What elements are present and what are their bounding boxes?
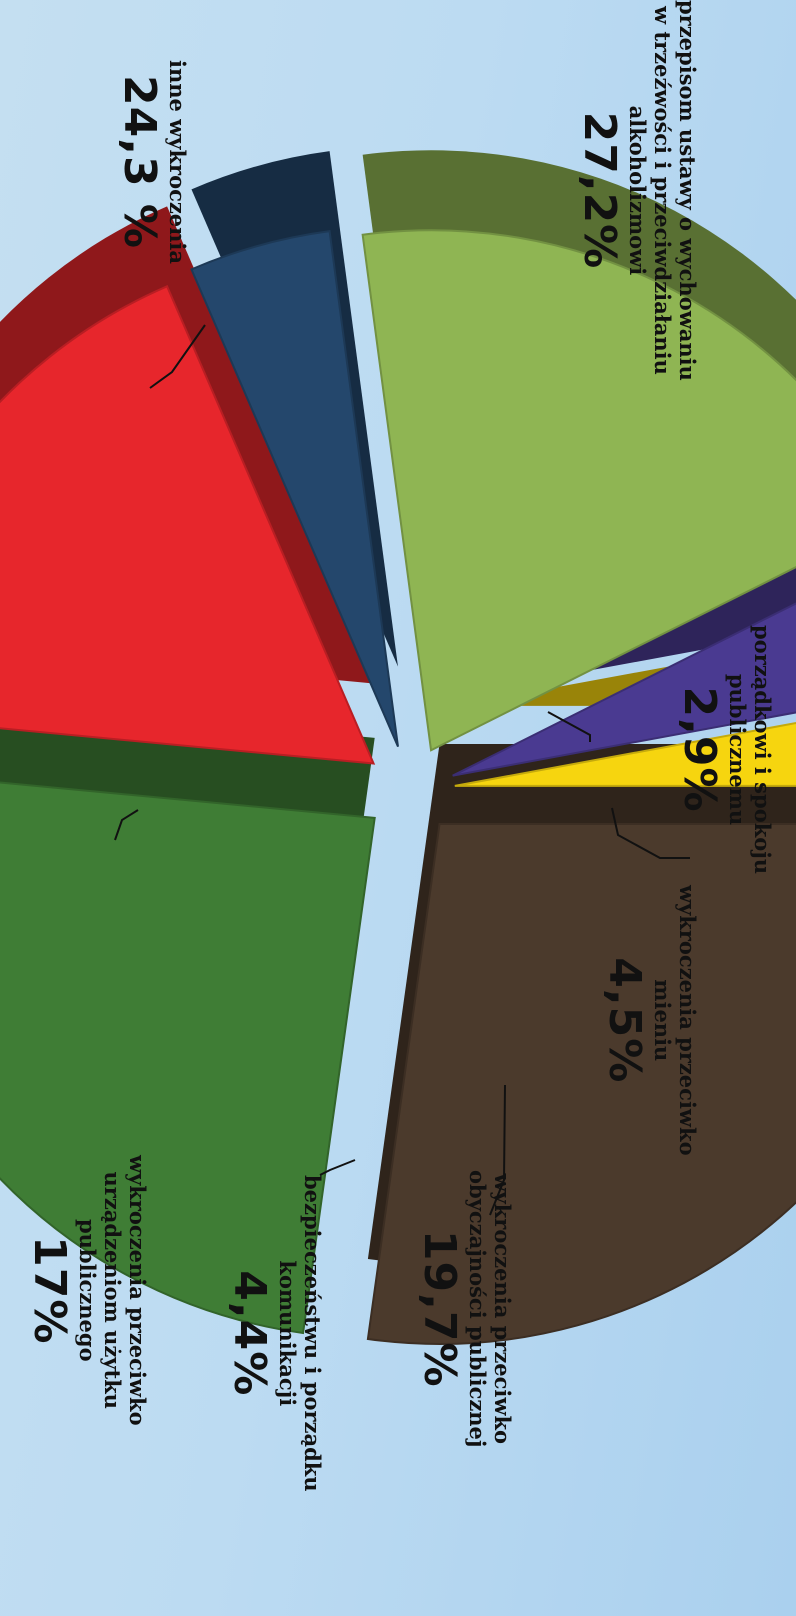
label-urzadzenia-name: wykroczenia przeciwko urządzeniom użytku… [75,1155,150,1426]
label-alkohol-name: przepisom ustawy o wychowaniu w trzeźwoś… [625,0,700,381]
label-obyczaj: wykroczenia przeciwko obyczajności publi… [413,1170,515,1448]
label-mienie-pct: 4,5% [598,885,650,1156]
label-mienie: wykroczenia przeciwko mieniu 4,5% [598,885,700,1156]
label-inne-name: inne wykroczenia [165,60,190,264]
label-urzadzenia-pct: 17% [23,1155,75,1426]
label-mienie-name: wykroczenia przeciwko mieniu [650,885,700,1156]
label-alkohol-pct: 27,2% [573,0,625,381]
label-urzadzenia: wykroczenia przeciwko urządzeniom użytku… [23,1155,150,1426]
label-obyczaj-name: wykroczenia przeciwko obyczajności publi… [465,1170,515,1448]
label-inne-pct: 24,3 % [113,60,165,264]
label-porzadek-name: porządkowi i spokoju publicznemu [725,625,775,874]
label-komunikacja-pct: 4,4% [223,1175,275,1492]
label-alkohol: przepisom ustawy o wychowaniu w trzeźwoś… [573,0,700,381]
label-komunikacja-name: bezpieczeństwu i porządku komunikacji [275,1175,325,1492]
label-obyczaj-pct: 19,7% [413,1170,465,1448]
label-komunikacja: bezpieczeństwu i porządku komunikacji 4,… [223,1175,325,1492]
label-porzadek: porządkowi i spokoju publicznemu 2,9% [673,625,775,874]
label-inne: inne wykroczenia 24,3 % [113,60,190,264]
label-porzadek-pct: 2,9% [673,625,725,874]
